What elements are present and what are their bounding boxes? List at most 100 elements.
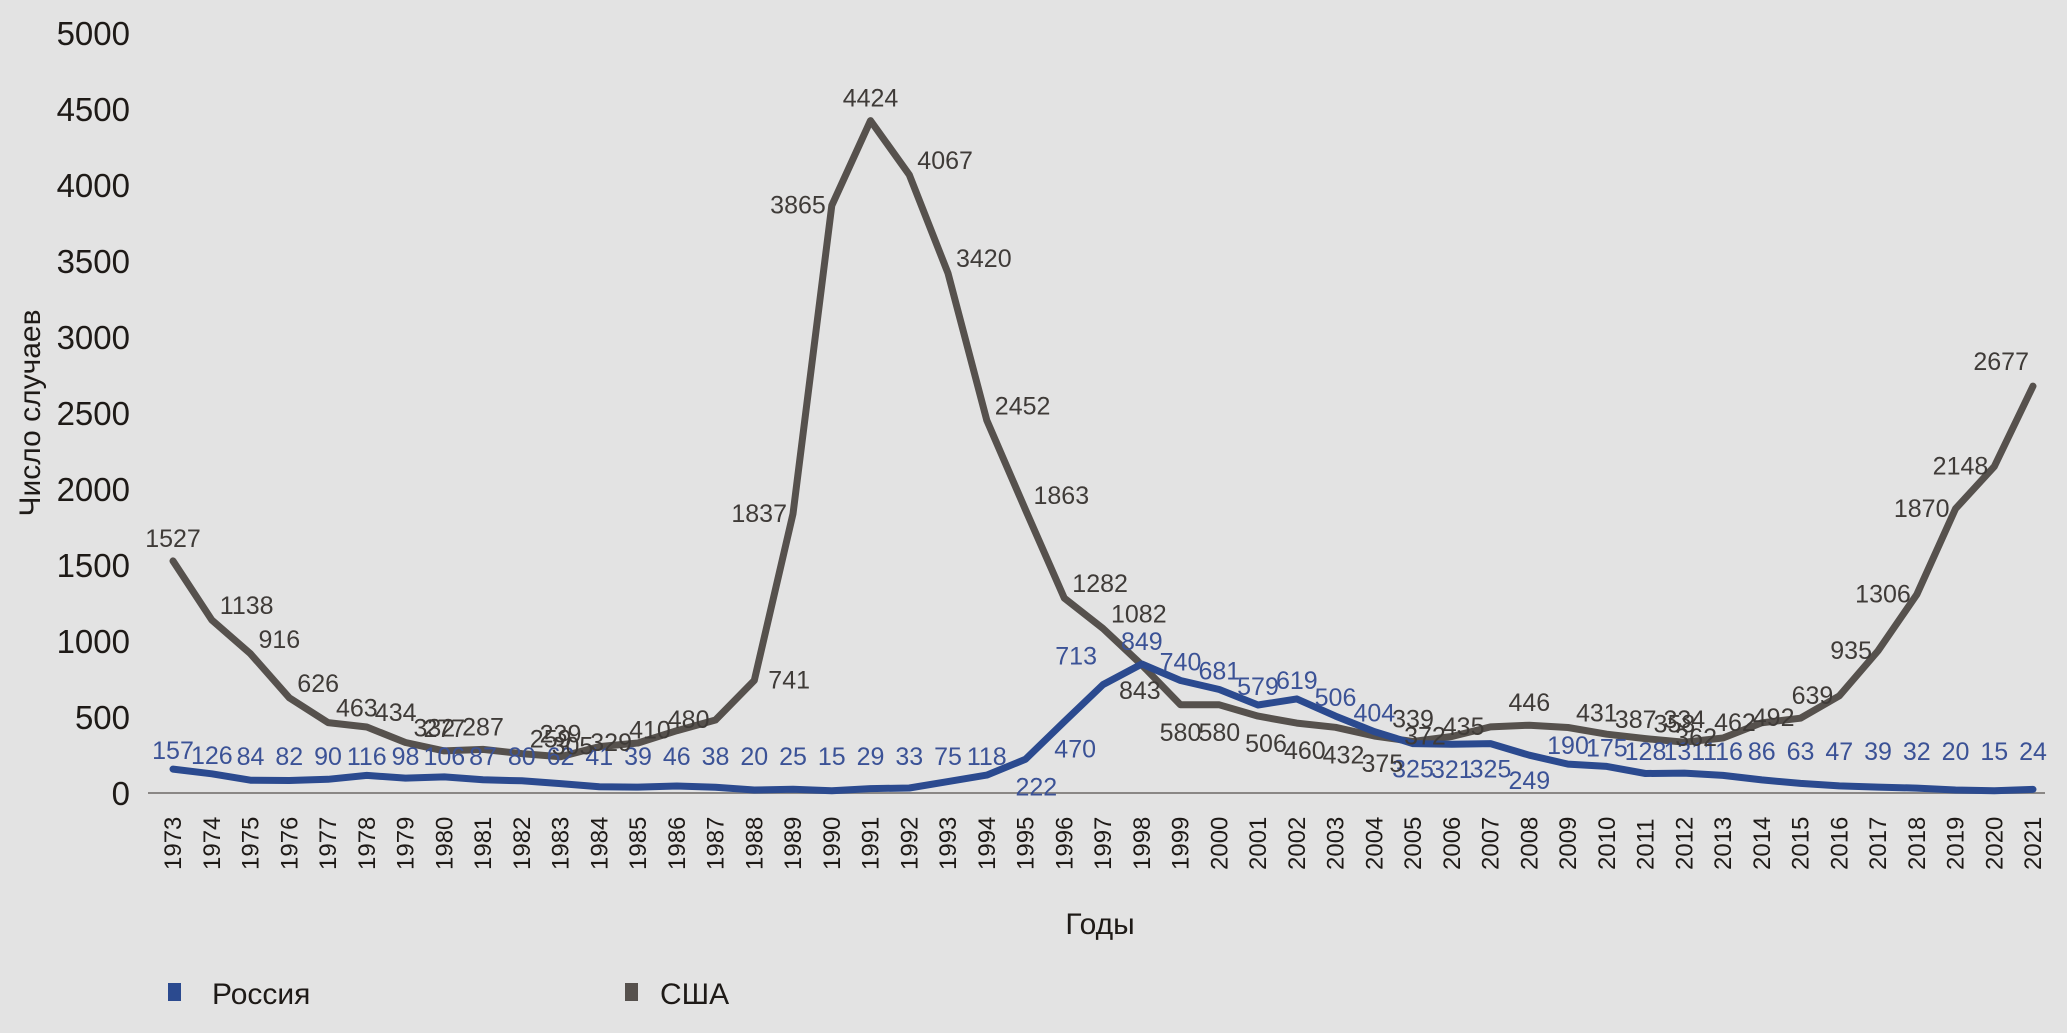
x-tick-label: 1987 xyxy=(703,817,730,870)
x-tick-label: 2019 xyxy=(1943,817,1970,870)
x-tick-label: 1999 xyxy=(1168,817,1195,870)
data-label-russia: 20 xyxy=(1942,738,1970,766)
data-label-russia: 128 xyxy=(1625,738,1667,766)
data-label-russia: 404 xyxy=(1353,700,1395,728)
y-tick-label: 500 xyxy=(75,699,130,736)
x-tick-label: 2002 xyxy=(1284,817,1311,870)
data-label-usa: 4424 xyxy=(843,85,899,113)
data-label-russia: 470 xyxy=(1054,736,1096,764)
data-label-russia: 713 xyxy=(1055,643,1097,671)
data-label-russia: 25 xyxy=(779,743,807,771)
y-tick-label: 5000 xyxy=(57,15,130,52)
x-tick-label: 2008 xyxy=(1516,817,1543,870)
x-tick-label: 2011 xyxy=(1633,818,1660,870)
y-axis-title-group: Число случаев xyxy=(14,309,47,516)
data-label-usa: 580 xyxy=(1160,719,1202,747)
x-tick-label: 2001 xyxy=(1245,817,1272,870)
data-label-russia: 63 xyxy=(1787,738,1815,766)
x-tick-label: 2007 xyxy=(1478,817,1505,870)
y-tick-label: 4500 xyxy=(57,91,130,128)
x-tick-label: 1984 xyxy=(586,817,613,870)
x-tick-label: 1981 xyxy=(470,817,497,870)
x-tick-label: 1992 xyxy=(896,817,923,870)
x-tick-label: 1982 xyxy=(509,817,536,870)
x-tick-label: 2000 xyxy=(1206,817,1233,870)
legend-label-russia: Россия xyxy=(212,978,310,1011)
x-axis-title: Годы xyxy=(1065,908,1134,941)
data-label-usa: 916 xyxy=(259,626,301,654)
data-label-usa: 259 xyxy=(530,726,572,754)
data-label-russia: 62 xyxy=(547,743,575,771)
data-label-usa: 277 xyxy=(423,715,465,743)
data-label-russia: 126 xyxy=(191,742,233,770)
data-label-russia: 39 xyxy=(624,743,652,771)
y-tick-label: 2500 xyxy=(57,395,130,432)
data-label-usa: 1082 xyxy=(1111,601,1167,629)
data-label-russia: 24 xyxy=(2019,738,2047,766)
x-tick-label: 1978 xyxy=(354,817,381,870)
x-tick-label: 1995 xyxy=(1013,817,1040,870)
data-label-russia: 46 xyxy=(663,743,691,771)
data-label-usa: 4067 xyxy=(917,147,973,175)
x-tick-label: 1996 xyxy=(1051,817,1078,870)
series-line-russia xyxy=(169,660,2037,795)
data-label-usa: 463 xyxy=(336,695,378,723)
x-tick-label: 1973 xyxy=(160,817,187,870)
x-tick-label: 2013 xyxy=(1710,817,1737,870)
data-label-russia: 87 xyxy=(469,743,497,771)
data-label-russia: 41 xyxy=(585,743,613,771)
data-label-usa: 1870 xyxy=(1894,495,1950,523)
x-tick-label: 1988 xyxy=(741,817,768,870)
data-label-usa: 3420 xyxy=(956,245,1012,273)
data-label-usa: 639 xyxy=(1792,682,1834,710)
data-label-usa: 935 xyxy=(1830,637,1872,665)
x-tick-label: 2012 xyxy=(1671,817,1698,870)
y-tick-label: 0 xyxy=(112,775,130,812)
data-label-usa: 626 xyxy=(297,670,339,698)
data-label-usa: 480 xyxy=(668,706,710,734)
data-label-usa: 435 xyxy=(1443,713,1485,741)
data-label-russia: 47 xyxy=(1825,738,1853,766)
data-label-russia: 249 xyxy=(1508,767,1550,795)
x-tick-label: 2009 xyxy=(1555,817,1582,870)
x-tick-label: 2005 xyxy=(1400,817,1427,870)
data-label-russia: 32 xyxy=(1903,738,1931,766)
x-tick-label: 1998 xyxy=(1129,817,1156,870)
data-label-usa: 334 xyxy=(1663,706,1705,734)
data-label-usa: 1138 xyxy=(220,592,274,620)
data-label-russia: 222 xyxy=(1016,773,1058,801)
x-tick-label: 1979 xyxy=(393,817,420,870)
data-label-usa: 580 xyxy=(1198,719,1240,747)
x-tick-label: 2018 xyxy=(1904,817,1931,870)
data-label-russia: 190 xyxy=(1547,732,1589,760)
data-label-russia: 90 xyxy=(314,743,342,771)
data-label-usa: 492 xyxy=(1753,704,1795,732)
data-label-russia: 740 xyxy=(1160,649,1202,677)
data-label-russia: 619 xyxy=(1276,667,1318,695)
x-tick-label: 1989 xyxy=(780,817,807,870)
data-label-usa: 434 xyxy=(375,699,417,727)
x-tick-label: 2021 xyxy=(2020,817,2047,870)
x-tick-label: 1993 xyxy=(935,817,962,870)
data-label-usa: 1837 xyxy=(731,500,787,528)
y-tick-label: 1500 xyxy=(57,547,130,584)
data-label-usa: 387 xyxy=(1615,706,1657,734)
x-tick-label: 2017 xyxy=(1865,817,1892,870)
x-axis-ticks: 1973 1974 1975 1976 1977 1978 1979 1980 1981 1982… xyxy=(160,817,2047,870)
data-label-russia: 75 xyxy=(934,743,962,771)
data-label-usa: 462 xyxy=(1714,709,1756,737)
x-tick-label: 1976 xyxy=(276,817,303,870)
data-label-usa: 1306 xyxy=(1855,581,1911,609)
data-label-usa: 843 xyxy=(1119,677,1161,705)
y-tick-label: 1000 xyxy=(57,623,130,660)
data-label-russia: 15 xyxy=(1980,738,2008,766)
data-label-russia: 82 xyxy=(275,743,303,771)
y-axis-title: Число случаев xyxy=(14,309,47,516)
data-label-russia: 325 xyxy=(1392,756,1434,784)
data-label-russia: 579 xyxy=(1237,673,1279,701)
x-tick-label: 2010 xyxy=(1594,817,1621,870)
data-label-usa: 375 xyxy=(1361,750,1403,778)
legend-label-usa: США xyxy=(660,978,729,1011)
x-tick-label: 2006 xyxy=(1439,817,1466,870)
data-label-usa: 287 xyxy=(462,713,504,741)
